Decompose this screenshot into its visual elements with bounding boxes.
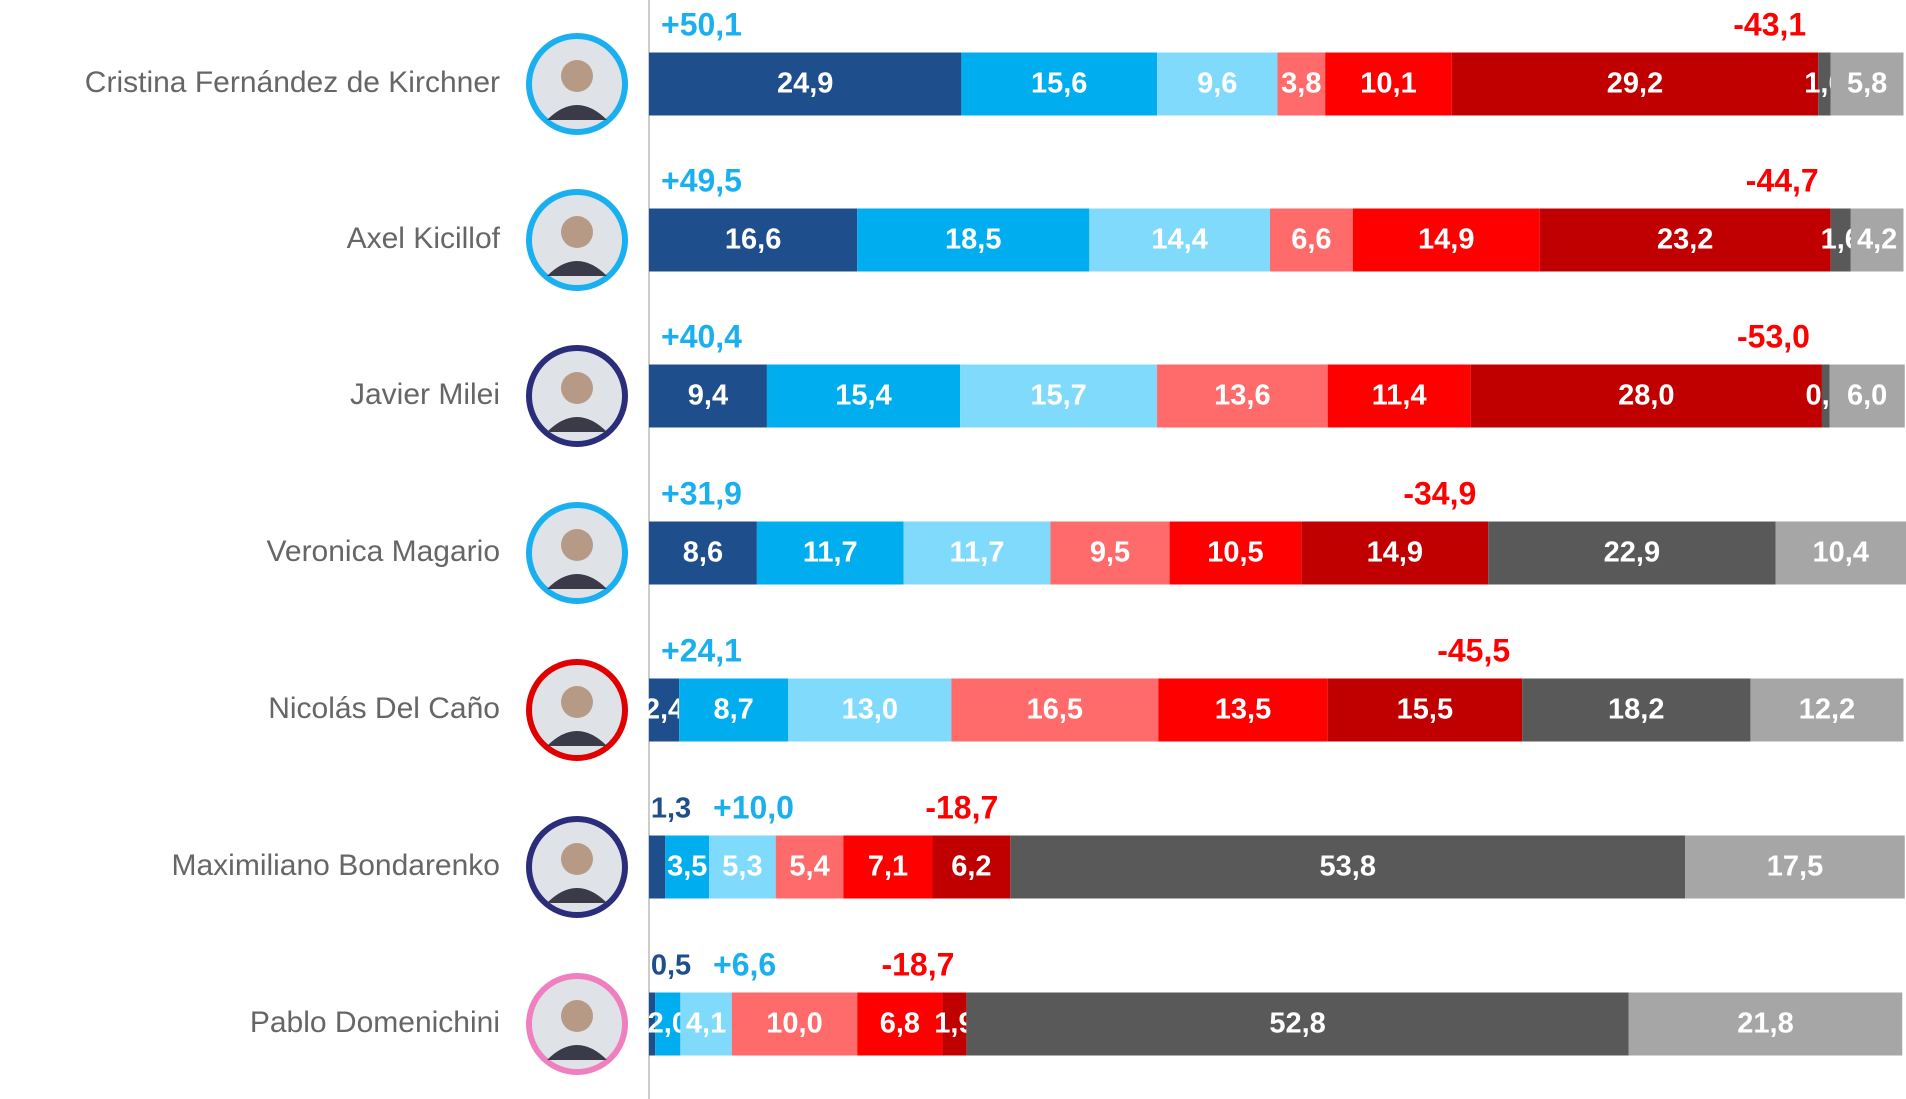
value-label: 13,6 — [1214, 380, 1270, 412]
value-label: 5,4 — [789, 851, 829, 883]
value-label: 24,9 — [777, 68, 833, 100]
value-label: 6,8 — [880, 1008, 920, 1040]
value-label: 23,2 — [1657, 224, 1713, 256]
value-label: 10,5 — [1207, 537, 1263, 569]
value-label: 6,6 — [1291, 224, 1331, 256]
value-label: 53,8 — [1320, 851, 1376, 883]
value-label: 15,4 — [835, 380, 891, 412]
value-label: 14,9 — [1367, 537, 1423, 569]
value-label: 0,5 — [651, 950, 691, 982]
negative-total: -34,9 — [1403, 475, 1476, 511]
value-label: 8,7 — [714, 694, 754, 726]
category-label: Maximiliano Bondarenko — [171, 849, 500, 882]
category-label: Veronica Magario — [267, 535, 500, 568]
value-label: 16,5 — [1027, 694, 1083, 726]
negative-total: -18,7 — [881, 946, 954, 982]
positive-total: +24,1 — [661, 632, 742, 668]
positive-total: +49,5 — [661, 162, 742, 198]
value-label: 29,2 — [1607, 68, 1663, 100]
avatar-head — [561, 60, 593, 92]
positive-total: +50,1 — [661, 6, 742, 42]
value-label: 6,0 — [1847, 380, 1887, 412]
value-label: 22,9 — [1604, 537, 1660, 569]
negative-total: -53,0 — [1737, 318, 1810, 354]
value-label: 21,8 — [1737, 1008, 1793, 1040]
value-label: 15,6 — [1031, 68, 1087, 100]
positive-total: +31,9 — [661, 475, 742, 511]
value-label: 17,5 — [1767, 851, 1823, 883]
value-label: 4,2 — [1857, 224, 1897, 256]
negative-total: -18,7 — [925, 789, 998, 825]
avatar-head — [561, 529, 593, 561]
avatar-head — [561, 686, 593, 718]
positive-total: +40,4 — [661, 318, 742, 354]
page: Cristina Fernández de Kirchner 24,9 15,6 9,… — [0, 0, 1906, 1099]
negative-total: -44,7 — [1746, 162, 1819, 198]
value-label: 11,4 — [1372, 380, 1427, 412]
avatar-head — [561, 1000, 593, 1032]
positive-total: +6,6 — [713, 946, 776, 982]
value-label: 4,1 — [686, 1008, 726, 1040]
value-label: 10,1 — [1360, 68, 1416, 100]
value-label: 18,2 — [1608, 694, 1664, 726]
value-label: 18,5 — [945, 224, 1001, 256]
category-label: Cristina Fernández de Kirchner — [85, 66, 500, 99]
value-label: 1,3 — [651, 793, 691, 825]
value-label: 28,0 — [1618, 380, 1674, 412]
value-label: 7,1 — [868, 851, 908, 883]
category-label: Javier Milei — [350, 378, 500, 411]
negative-total: -43,1 — [1733, 6, 1806, 42]
value-label: 9,5 — [1090, 537, 1130, 569]
chart: Cristina Fernández de Kirchner 24,9 15,6 9,… — [0, 0, 1906, 1099]
value-label: 2,4 — [644, 694, 684, 726]
value-label: 3,5 — [667, 851, 707, 883]
value-label: 14,9 — [1418, 224, 1474, 256]
value-label: 5,3 — [722, 851, 762, 883]
value-label: 5,8 — [1847, 68, 1887, 100]
value-label: 6,2 — [951, 851, 991, 883]
category-label: Axel Kicillof — [347, 222, 501, 255]
value-label: 13,0 — [842, 694, 898, 726]
value-label: 9,4 — [688, 380, 728, 412]
avatar-head — [561, 843, 593, 875]
value-label: 3,8 — [1281, 68, 1321, 100]
value-label: 16,6 — [725, 224, 781, 256]
value-label: 11,7 — [803, 537, 858, 569]
value-label: 15,7 — [1030, 380, 1086, 412]
positive-total: +10,0 — [713, 789, 794, 825]
value-label: 52,8 — [1269, 1008, 1325, 1040]
value-label: 13,5 — [1215, 694, 1271, 726]
value-label: 15,5 — [1397, 694, 1453, 726]
value-label: 8,6 — [683, 537, 723, 569]
bar-segment — [649, 836, 665, 899]
value-label: 12,2 — [1799, 694, 1855, 726]
value-label: 14,4 — [1151, 224, 1207, 256]
value-label: 11,7 — [950, 537, 1005, 569]
value-label: 9,6 — [1197, 68, 1237, 100]
avatar-head — [561, 216, 593, 248]
negative-total: -45,5 — [1437, 632, 1510, 668]
value-label: 10,4 — [1813, 537, 1869, 569]
category-label: Nicolás Del Caño — [268, 692, 500, 725]
category-label: Pablo Domenichini — [250, 1006, 500, 1039]
value-label: 10,0 — [766, 1008, 822, 1040]
avatar-head — [561, 372, 593, 404]
